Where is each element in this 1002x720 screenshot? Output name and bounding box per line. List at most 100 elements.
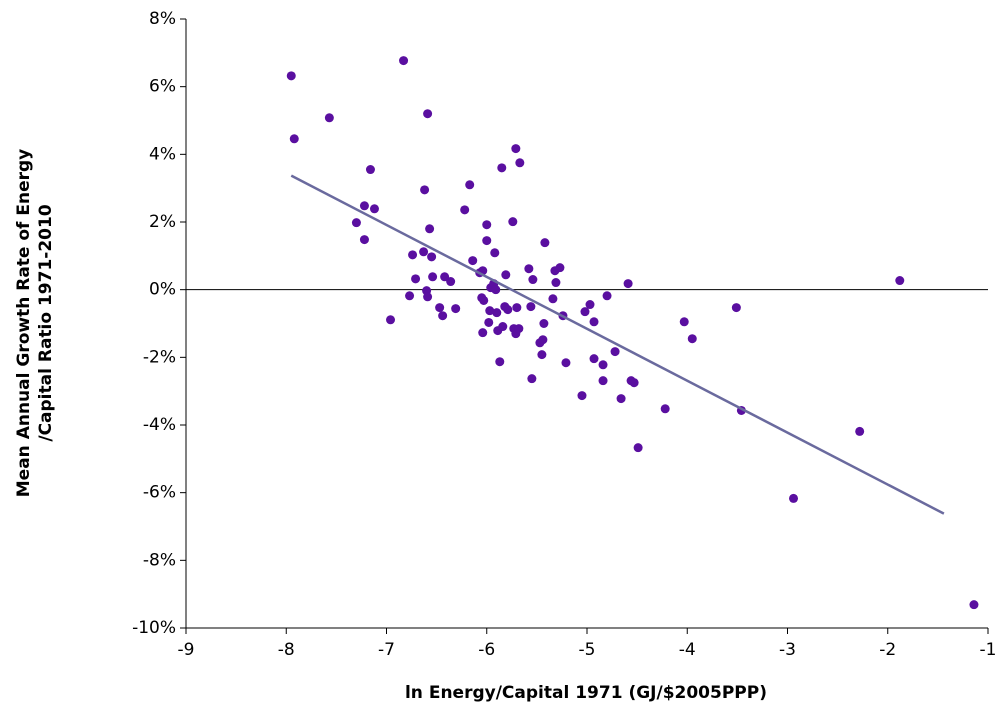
point	[580, 307, 590, 317]
point	[497, 163, 507, 173]
point	[411, 274, 421, 284]
y-tick-label: 0%	[149, 280, 176, 300]
point	[423, 109, 433, 119]
point	[589, 317, 599, 327]
point	[485, 306, 495, 316]
point	[524, 264, 534, 274]
point	[561, 358, 571, 368]
point	[511, 144, 521, 154]
point	[687, 334, 697, 344]
point	[514, 324, 524, 334]
point	[515, 158, 525, 168]
point	[537, 350, 547, 360]
point	[598, 376, 608, 386]
point	[503, 305, 513, 315]
point	[527, 374, 537, 384]
point	[616, 394, 626, 404]
point	[386, 315, 396, 325]
point	[610, 347, 620, 357]
y-axis-title: Mean Annual Growth Rate of Energy /Capit…	[14, 149, 56, 498]
point	[551, 278, 561, 288]
x-tick-label: -3	[779, 640, 796, 660]
point	[577, 391, 587, 401]
trendline	[290, 174, 945, 515]
point	[660, 404, 670, 414]
point	[286, 71, 296, 81]
point	[399, 56, 409, 66]
point	[731, 303, 741, 313]
y-tick-label: -10%	[132, 618, 176, 638]
point	[555, 263, 565, 273]
point	[479, 295, 489, 305]
point	[623, 279, 633, 289]
point	[408, 250, 418, 260]
point	[492, 308, 502, 318]
y-tick-label: 2%	[149, 212, 176, 232]
x-tick-label: -4	[679, 640, 696, 660]
point	[629, 378, 639, 388]
point	[602, 291, 612, 301]
point	[969, 600, 979, 610]
y-tick-label: -4%	[143, 415, 176, 435]
point	[598, 360, 608, 370]
point	[528, 275, 538, 285]
point	[484, 317, 494, 327]
y-tick-label: 8%	[149, 9, 176, 29]
point	[359, 201, 369, 211]
x-axis-title: ln Energy/Capital 1971 (GJ/$2005PPP)	[405, 683, 767, 703]
point	[491, 285, 501, 295]
point	[468, 256, 478, 266]
point	[438, 311, 448, 321]
point	[478, 328, 488, 338]
point	[435, 303, 445, 313]
point	[633, 443, 643, 453]
point	[855, 426, 865, 436]
point	[548, 294, 558, 304]
y-tick-label: -6%	[143, 483, 176, 503]
point	[585, 300, 595, 310]
y-tick-label: 6%	[149, 77, 176, 97]
x-tick-label: -6	[478, 640, 495, 660]
point	[465, 180, 475, 190]
y-axis-title-line: Mean Annual Growth Rate of Energy	[14, 149, 34, 498]
point	[359, 235, 369, 245]
point	[427, 252, 437, 262]
point	[589, 354, 599, 364]
point	[365, 165, 375, 175]
x-tick-label: -7	[378, 640, 395, 660]
x-tick-label: -1	[980, 640, 997, 660]
y-tick-label: -2%	[143, 347, 176, 367]
y-tick-label: 4%	[149, 144, 176, 164]
point	[495, 357, 505, 367]
point	[420, 185, 430, 195]
point	[895, 276, 905, 286]
x-tick-label: -9	[178, 640, 195, 660]
point	[324, 113, 334, 123]
point	[460, 205, 470, 215]
point	[369, 204, 379, 214]
x-tick-label: -8	[278, 640, 295, 660]
point	[351, 218, 361, 228]
point	[526, 302, 536, 312]
y-tick-label: -8%	[143, 550, 176, 570]
point	[423, 292, 433, 302]
point	[419, 247, 429, 257]
point	[539, 319, 549, 328]
point	[425, 224, 435, 234]
point	[428, 272, 438, 282]
point	[508, 217, 518, 227]
point	[482, 220, 492, 230]
point	[679, 317, 689, 327]
point	[789, 493, 799, 503]
point	[482, 236, 492, 246]
point	[538, 335, 548, 345]
point	[446, 277, 456, 287]
point	[512, 303, 522, 313]
point	[405, 291, 415, 301]
point	[440, 272, 450, 282]
point	[498, 322, 508, 332]
x-tick-label: -5	[579, 640, 596, 660]
y-axis-title-line: /Capital Ratio 1971-2010	[36, 204, 56, 441]
point	[451, 304, 461, 314]
